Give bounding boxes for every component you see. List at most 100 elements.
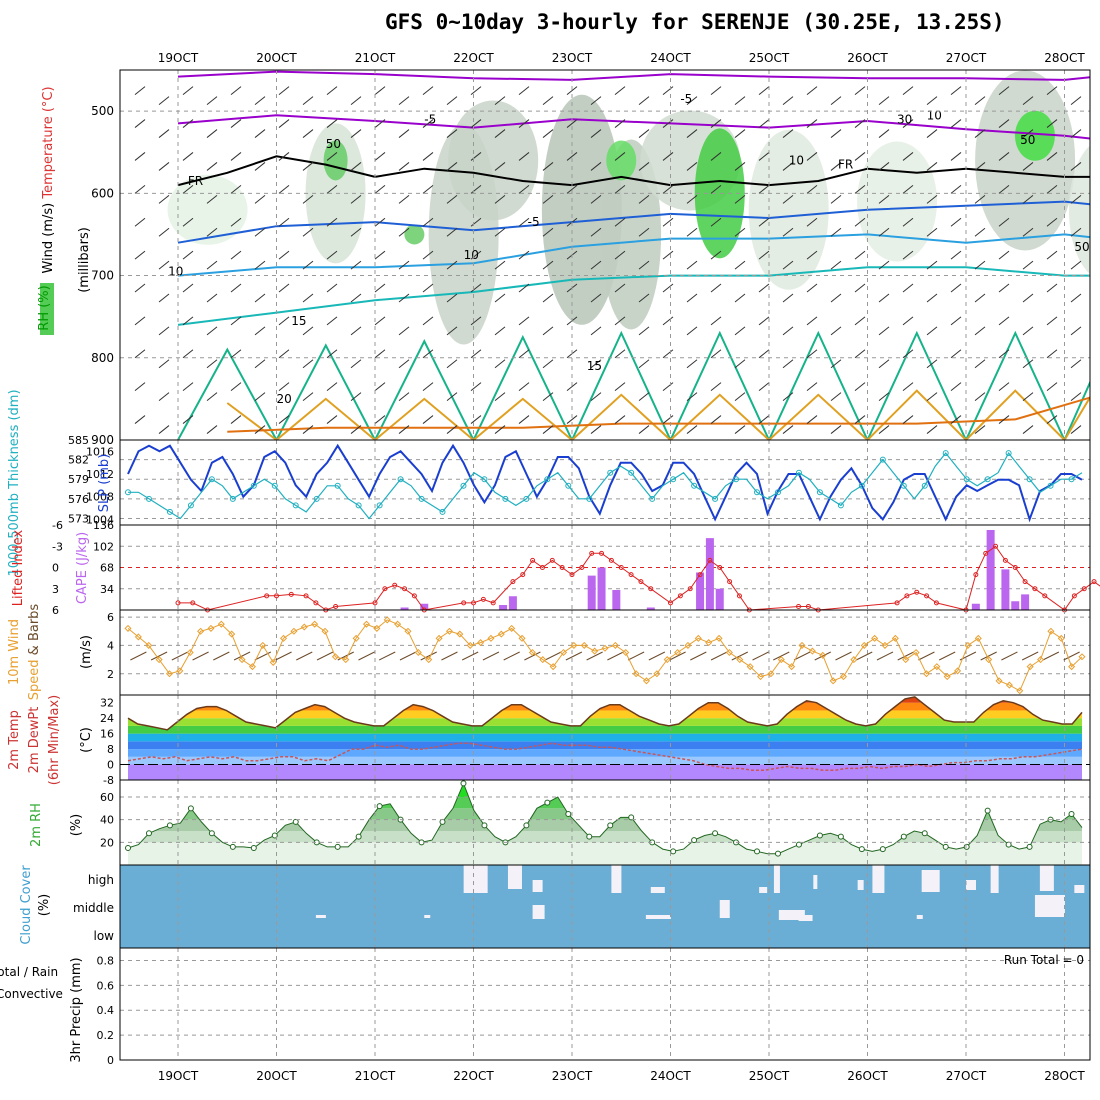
data-point (1047, 627, 1055, 635)
cloud-patch (463, 865, 488, 893)
wind-barb (398, 359, 410, 369)
wind-barb (494, 260, 506, 270)
wind-barb (1046, 250, 1058, 260)
wind-barb (230, 250, 242, 260)
data-point (837, 833, 844, 840)
data-point (565, 482, 572, 489)
data-point (439, 508, 446, 515)
wind-barb (782, 326, 794, 336)
wind-barb (398, 326, 410, 336)
wind-barb (806, 349, 818, 359)
y-tick-label-right: 136 (93, 519, 114, 532)
cape-bar (400, 607, 409, 610)
wind-barb (446, 162, 458, 171)
wind-barb (662, 316, 674, 326)
wind-barb (326, 217, 338, 227)
rh-shading (601, 139, 662, 330)
contour-label: 50 (326, 137, 341, 151)
wind-barb (854, 250, 866, 260)
data-point (727, 579, 733, 585)
data-point (187, 502, 194, 509)
contour-label: 10 (168, 265, 183, 279)
wind-barb (446, 425, 458, 434)
data-point (334, 482, 341, 489)
wind-barb (1070, 359, 1082, 369)
wind-barb (446, 194, 458, 204)
wind-barb (710, 651, 728, 661)
data-point (269, 658, 277, 666)
wind-barb (830, 162, 842, 171)
dewpoint-line (127, 742, 1083, 772)
data-point (777, 656, 785, 664)
axis-label-y: Speed & Barbs (27, 604, 42, 701)
cloud-patch (532, 880, 543, 892)
data-point (618, 565, 624, 570)
wind-barb (230, 86, 242, 96)
data-point (145, 830, 152, 837)
wind-barb (213, 651, 230, 661)
data-point (983, 550, 989, 556)
axis-label-y: (%) (69, 814, 84, 837)
wind-barb (782, 96, 794, 106)
data-point (208, 830, 215, 837)
wind-barb (998, 184, 1010, 194)
cape-bar (612, 590, 621, 610)
wind-barb (950, 382, 962, 392)
data-point (622, 648, 630, 657)
wind-barb (230, 152, 242, 161)
wind-barb (254, 96, 266, 106)
wind-barb (206, 96, 218, 106)
wind-barb (918, 651, 935, 661)
data-point (942, 450, 949, 457)
cloud-patch (921, 870, 940, 892)
wind-barb (350, 260, 362, 270)
y-tick-label-right: 1004 (86, 513, 114, 526)
wind-barb (710, 184, 722, 194)
data-point (694, 634, 702, 642)
wind-barb (518, 184, 530, 194)
wind-barb (902, 184, 914, 194)
data-point (186, 648, 194, 657)
data-point (229, 495, 236, 502)
cloud-patch (507, 865, 522, 889)
wind-barb (662, 184, 674, 194)
data-point (1032, 586, 1038, 592)
wind-barb (806, 152, 818, 161)
data-point (691, 837, 698, 844)
data-point (705, 639, 713, 647)
wind-barb (379, 651, 396, 661)
wind-barb (686, 293, 698, 303)
wind-barb (470, 316, 482, 326)
axis-label-y: 3hr Precip (mm) (69, 957, 84, 1062)
wind-barb (878, 392, 890, 402)
wind-barb (518, 86, 530, 96)
wind-barb (182, 349, 194, 359)
cape-bar (508, 596, 517, 610)
wind-barb (758, 184, 770, 194)
wind-barb (731, 651, 749, 661)
wind-barb (470, 382, 482, 392)
wind-barb (758, 217, 770, 227)
data-point (589, 550, 595, 556)
wind-barb (302, 162, 314, 171)
data-point (1005, 450, 1012, 457)
data-point (754, 489, 761, 496)
lifted-index-line (178, 545, 1100, 611)
wind-barb (782, 162, 794, 171)
data-point (687, 586, 693, 592)
wind-barb (233, 651, 251, 661)
wind-barb (566, 86, 578, 96)
wind-barb (974, 392, 986, 402)
wind-barb (494, 359, 506, 369)
data-point (480, 596, 486, 602)
wind-barb (926, 227, 938, 237)
cloud-background (120, 865, 1090, 948)
data-point (984, 807, 991, 814)
contour-line (177, 114, 1090, 140)
x-tick-label-top: 24OCT (650, 51, 691, 65)
data-point (355, 833, 362, 840)
wind-barb (752, 651, 769, 661)
wind-barb (998, 86, 1010, 96)
wind-barb (470, 217, 482, 227)
